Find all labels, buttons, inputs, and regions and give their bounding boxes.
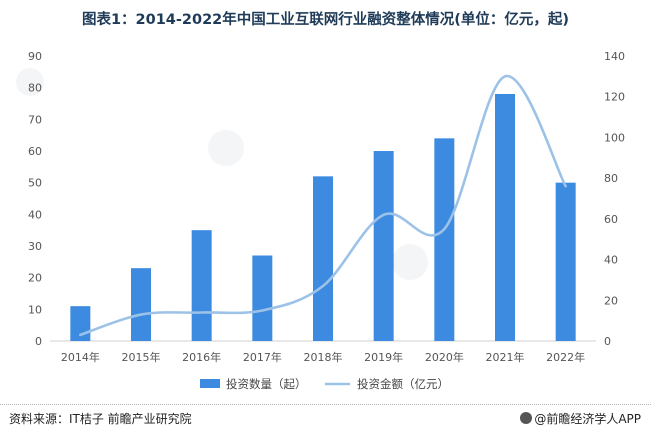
bar xyxy=(373,151,394,341)
bar xyxy=(252,255,273,341)
left-axis-tick-label: 0 xyxy=(35,335,42,348)
footer: 资料来源：IT桔子 前瞻产业研究院 @前瞻经济学人APP xyxy=(0,404,651,431)
bar-series xyxy=(70,94,576,341)
left-axis-tick-label: 40 xyxy=(28,208,42,221)
right-axis-tick-label: 60 xyxy=(604,213,618,226)
x-axis-tick-label: 2016年 xyxy=(182,350,221,364)
x-axis-tick-label: 2022年 xyxy=(546,350,585,364)
brand-logo-icon xyxy=(520,412,533,424)
left-y-axis: 0 10 20 30 40 50 60 70 80 90 xyxy=(28,50,42,348)
x-axis-tick-label: 2021年 xyxy=(486,350,525,364)
left-axis-tick-label: 20 xyxy=(28,272,42,285)
right-axis-tick-label: 140 xyxy=(604,50,625,63)
bar xyxy=(131,268,151,341)
right-axis-tick-label: 20 xyxy=(604,294,618,307)
x-axis-tick-label: 2014年 xyxy=(61,350,100,364)
x-axis-tick-label: 2019年 xyxy=(364,350,403,364)
x-axis: 2014年 2015年 2016年 2017年 2018年 2019年 2020年 2021年… xyxy=(61,350,585,364)
right-axis-tick-label: 100 xyxy=(604,131,625,144)
left-axis-tick-label: 90 xyxy=(28,50,42,63)
source-note: 资料来源：IT桔子 前瞻产业研究院 xyxy=(9,412,192,426)
chart-title: 图表1：2014-2022年中国工业互联网行业融资整体情况(单位：亿元，起) xyxy=(81,12,570,28)
right-axis-tick-label: 0 xyxy=(604,335,611,348)
left-axis-tick-label: 10 xyxy=(28,303,42,316)
brand-credit: @前瞻经济学人APP xyxy=(520,410,641,427)
bar xyxy=(191,230,212,341)
right-y-axis: 0 20 40 60 80 100 120 140 xyxy=(604,50,625,348)
legend-label-bar: 投资数量（起） xyxy=(226,377,307,391)
right-axis-tick-label: 120 xyxy=(604,91,625,104)
x-axis-tick-label: 2020年 xyxy=(425,350,464,364)
line-series xyxy=(79,75,567,337)
bar xyxy=(555,182,576,341)
line-path xyxy=(79,75,567,337)
x-axis-tick-label: 2015年 xyxy=(122,350,161,364)
right-axis-tick-label: 40 xyxy=(604,254,618,267)
left-axis-tick-label: 30 xyxy=(28,240,42,253)
legend-swatch-bar xyxy=(200,379,220,388)
bar xyxy=(434,138,455,341)
legend: 投资数量（起） 投资金额（亿元） xyxy=(200,377,449,391)
left-axis-tick-label: 50 xyxy=(28,177,42,190)
left-axis-tick-label: 80 xyxy=(28,82,42,95)
x-axis-tick-label: 2018年 xyxy=(304,350,343,364)
brand-label: @前瞻经济学人APP xyxy=(534,412,641,426)
legend-label-line: 投资金额（亿元） xyxy=(357,377,449,391)
x-axis-tick-label: 2017年 xyxy=(243,350,282,364)
bar xyxy=(495,94,515,341)
watermark xyxy=(16,68,428,280)
right-axis-tick-label: 80 xyxy=(604,172,618,185)
combo-chart: 0 10 20 30 40 50 60 70 80 90 0 20 40 60 80 100 120 140 2… xyxy=(16,50,625,391)
left-axis-tick-label: 70 xyxy=(28,113,42,126)
bar xyxy=(313,176,333,341)
left-axis-tick-label: 60 xyxy=(28,145,42,158)
